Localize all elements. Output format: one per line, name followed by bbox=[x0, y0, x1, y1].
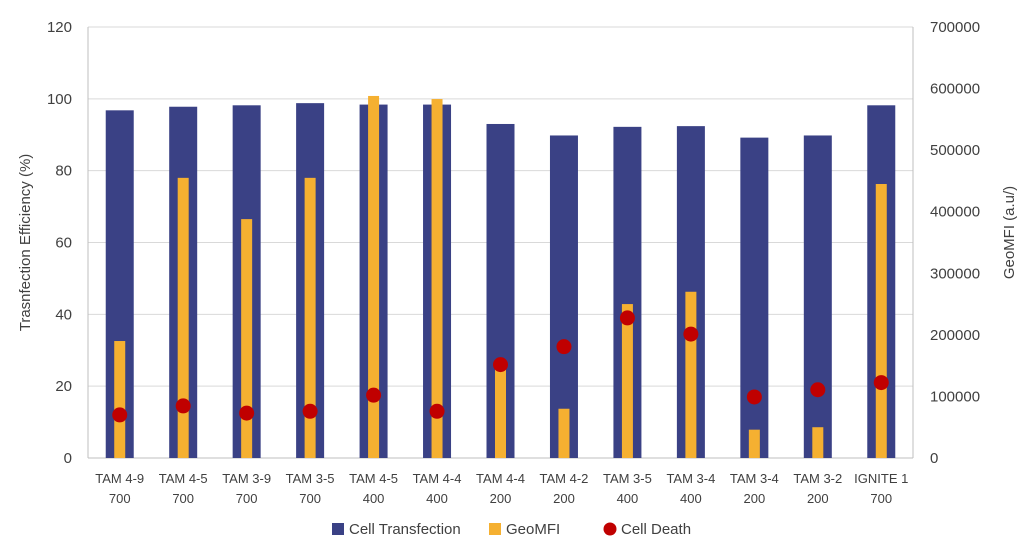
y-tick-label: 0 bbox=[64, 450, 72, 467]
x-tick-label: TAM 4-4 bbox=[476, 471, 525, 486]
point-cell-death bbox=[873, 375, 889, 391]
y-tick-label: 20 bbox=[55, 378, 72, 395]
y2-tick-label: 700000 bbox=[930, 19, 980, 36]
x-tick-label: TAM 3-4 bbox=[730, 471, 779, 486]
x-tick-label: TAM 4-5 bbox=[159, 471, 208, 486]
point-cell-death bbox=[746, 389, 762, 405]
point-cell-death bbox=[493, 357, 508, 373]
bar-cell-transfection bbox=[803, 135, 832, 459]
x-tick-label: 200 bbox=[553, 491, 575, 506]
bar-geomfi bbox=[368, 95, 380, 459]
x-tick-label: 700 bbox=[172, 491, 194, 506]
legend-swatch-geomfi bbox=[489, 523, 501, 535]
point-cell-death bbox=[239, 405, 255, 421]
x-tick-label: 200 bbox=[490, 491, 512, 506]
x-tick-label: TAM 3-4 bbox=[666, 471, 715, 486]
x-tick-label: 700 bbox=[870, 491, 892, 506]
bar-geomfi bbox=[114, 341, 126, 458]
x-tick-label: TAM 3-2 bbox=[793, 471, 842, 486]
x-tick-label: TAM 3-5 bbox=[286, 471, 335, 486]
y2-tick-label: 600000 bbox=[930, 81, 980, 98]
x-tick-label: TAM 3-9 bbox=[222, 471, 271, 486]
point-cell-death bbox=[810, 382, 826, 398]
bar-geomfi bbox=[431, 99, 443, 458]
bar-geomfi bbox=[241, 219, 253, 458]
x-tick-label: 200 bbox=[807, 491, 829, 506]
x-tick-label: TAM 4-2 bbox=[540, 471, 589, 486]
x-tick-label: IGNITE 1 bbox=[854, 471, 908, 486]
point-cell-death bbox=[556, 339, 572, 355]
y2-tick-label: 400000 bbox=[930, 204, 980, 221]
x-tick-label: 400 bbox=[680, 491, 702, 506]
bar-cell-transfection bbox=[740, 137, 769, 458]
point-cell-death bbox=[366, 387, 382, 403]
x-tick-label: 200 bbox=[743, 491, 765, 506]
x-tick-label: TAM 3-5 bbox=[603, 471, 652, 486]
bar-geomfi bbox=[495, 365, 506, 458]
y-tick-label: 80 bbox=[55, 163, 72, 180]
y-tick-label: 120 bbox=[47, 19, 72, 36]
y-tick-label: 100 bbox=[47, 91, 72, 108]
y2-axis-title: GeoMFI (a.u/) bbox=[1001, 186, 1018, 279]
point-cell-death bbox=[619, 310, 635, 326]
bar-geomfi bbox=[685, 291, 697, 458]
y2-tick-label: 500000 bbox=[930, 142, 980, 159]
x-tick-label: TAM 4-4 bbox=[413, 471, 462, 486]
bar-geomfi bbox=[177, 177, 189, 458]
y-tick-label: 40 bbox=[55, 306, 72, 323]
x-tick-label: TAM 4-5 bbox=[349, 471, 398, 486]
legend-label-cell-death: Cell Death bbox=[621, 521, 691, 538]
bar-geomfi bbox=[875, 184, 887, 458]
y-tick-label: 60 bbox=[55, 235, 72, 252]
point-cell-death bbox=[112, 407, 128, 423]
x-tick-label: TAM 4-9 bbox=[95, 471, 144, 486]
x-tick-label: 700 bbox=[109, 491, 131, 506]
point-cell-death bbox=[683, 326, 699, 342]
point-cell-death bbox=[175, 398, 191, 414]
y2-tick-label: 200000 bbox=[930, 327, 980, 344]
legend-swatch-cell-death bbox=[603, 522, 617, 536]
x-tick-label: 400 bbox=[363, 491, 385, 506]
legend-swatch-cell-transfection bbox=[332, 523, 344, 535]
y2-tick-label: 0 bbox=[930, 450, 938, 467]
y-axis-title: Trasnfection Efficiency (%) bbox=[17, 154, 34, 332]
legend-label-geomfi: GeoMFI bbox=[506, 521, 560, 538]
x-tick-label: 400 bbox=[426, 491, 448, 506]
x-tick-label: 700 bbox=[236, 491, 258, 506]
y2-tick-label: 300000 bbox=[930, 265, 980, 282]
point-cell-death bbox=[302, 403, 318, 419]
point-cell-death bbox=[429, 403, 445, 419]
bar-geomfi bbox=[558, 408, 570, 458]
y2-tick-label: 100000 bbox=[930, 388, 980, 405]
bar-geomfi bbox=[304, 177, 316, 458]
bar-cell-transfection bbox=[549, 135, 578, 459]
legend-label-cell-transfection: Cell Transfection bbox=[349, 521, 461, 538]
x-tick-label: 700 bbox=[299, 491, 321, 506]
bar-geomfi bbox=[812, 427, 824, 458]
bar-geomfi bbox=[748, 429, 760, 458]
bar-geomfi bbox=[621, 304, 633, 458]
x-tick-label: 400 bbox=[617, 491, 639, 506]
